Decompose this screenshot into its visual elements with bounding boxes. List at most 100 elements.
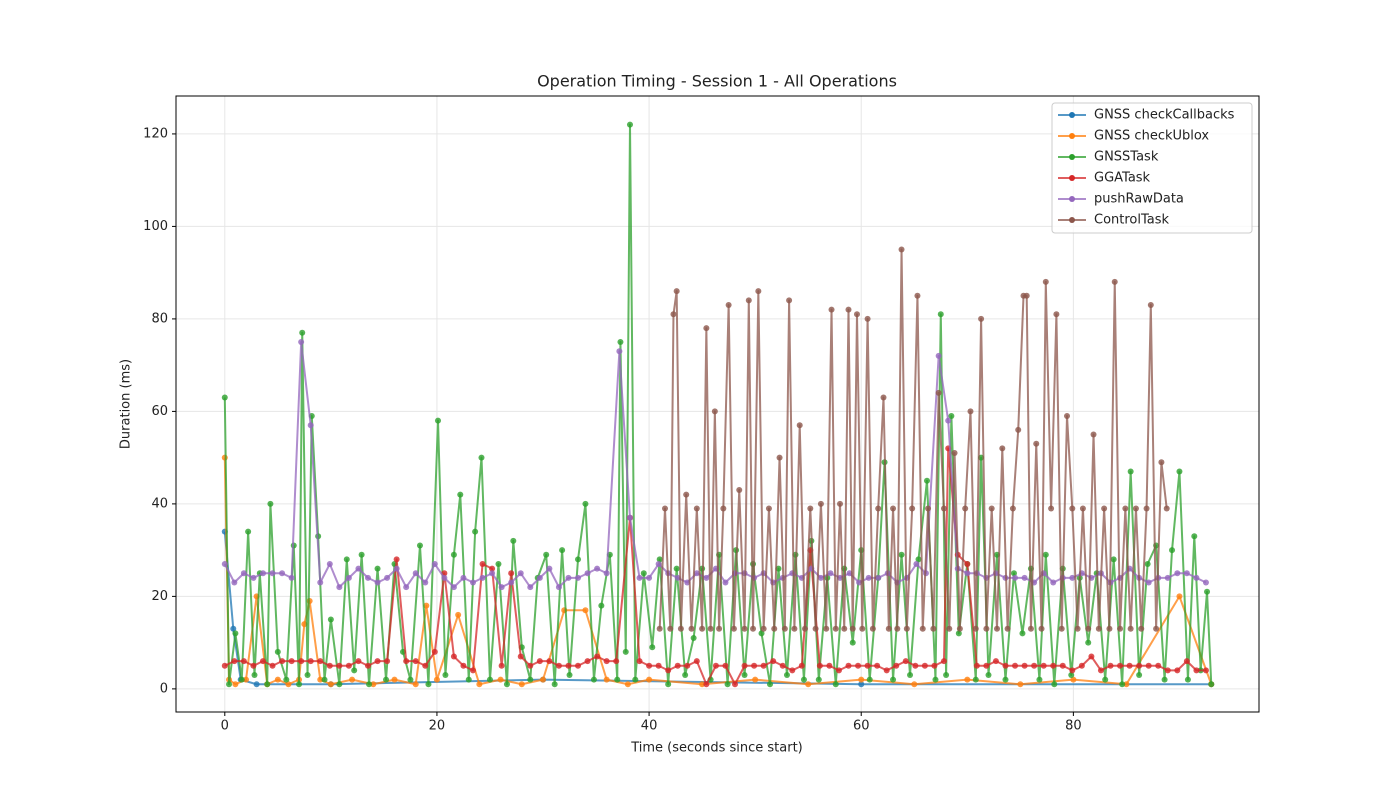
data-point xyxy=(1147,302,1154,309)
data-point xyxy=(412,570,419,577)
data-point xyxy=(673,565,680,572)
data-point xyxy=(796,422,803,429)
data-point xyxy=(1031,662,1038,669)
data-point xyxy=(1184,676,1191,683)
data-point xyxy=(622,648,629,655)
data-point xyxy=(489,570,496,577)
y-tick-label: 100 xyxy=(143,219,168,234)
data-point xyxy=(779,662,786,669)
data-point xyxy=(932,676,939,683)
data-point xyxy=(693,505,700,512)
data-point xyxy=(403,584,410,591)
data-point xyxy=(250,662,257,669)
data-point xyxy=(1002,662,1009,669)
data-point xyxy=(1106,625,1113,632)
axes: 0 20 40 60 80 0 20 40 60 80 100 120 xyxy=(143,126,1081,733)
data-point xyxy=(940,658,947,665)
legend-marker xyxy=(1069,112,1075,118)
data-point xyxy=(472,528,479,535)
data-point xyxy=(288,658,295,665)
data-point xyxy=(955,630,962,637)
data-point xyxy=(1064,413,1071,420)
data-point xyxy=(816,662,823,669)
data-point xyxy=(964,676,971,683)
legend-box xyxy=(1051,102,1253,234)
data-point xyxy=(259,570,266,577)
legend-marker xyxy=(1069,154,1075,160)
data-point xyxy=(298,658,305,665)
data-point xyxy=(269,662,276,669)
data-point xyxy=(805,681,812,688)
data-point xyxy=(807,505,814,512)
data-point xyxy=(937,311,944,318)
data-point xyxy=(1069,574,1076,581)
y-tick-label: 120 xyxy=(143,126,168,141)
data-point xyxy=(964,561,971,568)
data-point xyxy=(935,389,942,396)
data-point xyxy=(566,672,573,679)
data-point xyxy=(690,635,697,642)
data-point xyxy=(789,667,796,674)
data-point xyxy=(911,681,918,688)
data-point xyxy=(745,297,752,304)
data-point xyxy=(913,561,920,568)
data-point xyxy=(478,454,485,461)
data-point xyxy=(1040,662,1047,669)
legend-marker xyxy=(1069,196,1075,202)
data-point xyxy=(946,625,953,632)
data-point xyxy=(1158,459,1165,466)
data-point xyxy=(616,348,623,355)
data-point xyxy=(1017,681,1024,688)
data-point xyxy=(1193,667,1200,674)
data-point xyxy=(866,676,873,683)
data-point xyxy=(450,653,457,660)
data-point xyxy=(632,676,639,683)
data-point xyxy=(1050,662,1057,669)
data-point xyxy=(1127,468,1134,475)
data-point xyxy=(703,681,710,688)
data-point xyxy=(470,667,477,674)
data-point xyxy=(232,630,239,637)
data-point xyxy=(855,662,862,669)
data-point xyxy=(1095,625,1102,632)
data-point xyxy=(259,658,266,665)
series-line xyxy=(658,248,1168,630)
data-point xyxy=(575,574,582,581)
data-point xyxy=(1019,630,1026,637)
data-point xyxy=(1015,426,1022,433)
data-point xyxy=(517,653,524,660)
data-point xyxy=(802,625,809,632)
data-point xyxy=(326,561,333,568)
data-point xyxy=(527,662,534,669)
data-point xyxy=(343,556,350,563)
data-point xyxy=(422,579,429,586)
data-point xyxy=(909,505,916,512)
data-point xyxy=(1021,574,1028,581)
data-point xyxy=(460,574,467,581)
legend-label: GNSS checkCallbacks xyxy=(1094,108,1235,123)
data-point xyxy=(450,551,457,558)
data-point xyxy=(919,625,926,632)
data-point xyxy=(722,579,729,586)
data-point xyxy=(1059,662,1066,669)
data-point xyxy=(907,672,914,679)
data-point xyxy=(693,570,700,577)
data-point xyxy=(425,681,432,688)
data-point xyxy=(845,306,852,313)
y-axis-label: Duration (ms) xyxy=(119,359,134,449)
data-point xyxy=(1143,505,1150,512)
data-point xyxy=(835,667,842,674)
data-point xyxy=(914,292,921,299)
data-point xyxy=(837,500,844,507)
data-point xyxy=(815,676,822,683)
data-point xyxy=(699,625,706,632)
data-point xyxy=(253,681,260,688)
data-point xyxy=(983,625,990,632)
data-point xyxy=(1145,579,1152,586)
data-point xyxy=(403,658,410,665)
legend-marker xyxy=(1069,217,1075,223)
data-point xyxy=(730,625,737,632)
y-tick-label: 40 xyxy=(151,496,168,511)
data-point xyxy=(1193,574,1200,581)
data-point xyxy=(1164,667,1171,674)
